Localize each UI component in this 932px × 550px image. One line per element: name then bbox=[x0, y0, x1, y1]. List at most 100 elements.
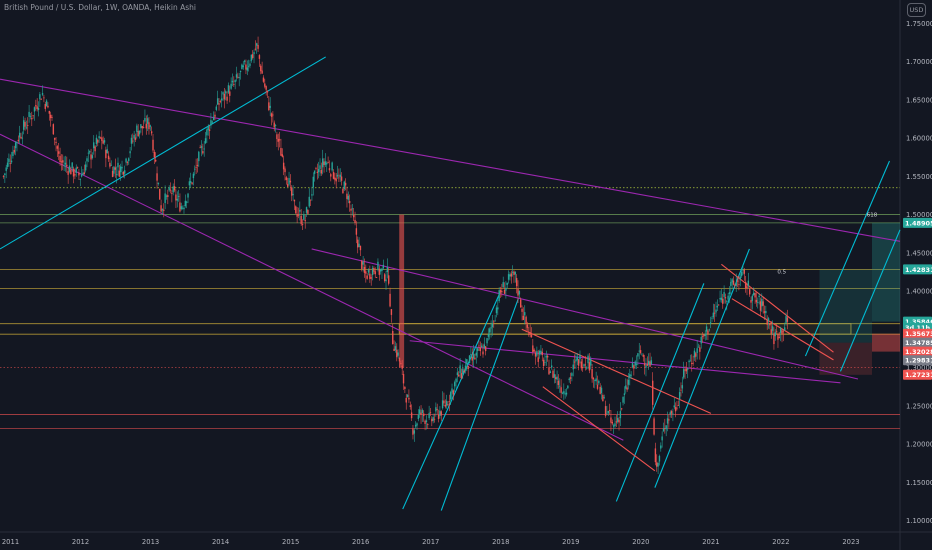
candle-body[interactable] bbox=[390, 309, 393, 315]
candle-body[interactable] bbox=[646, 363, 649, 366]
candle-body[interactable] bbox=[511, 271, 514, 273]
candle-body[interactable] bbox=[656, 462, 658, 467]
candle-body[interactable] bbox=[420, 412, 422, 415]
trend-line[interactable] bbox=[402, 290, 502, 510]
candle-body[interactable] bbox=[607, 411, 609, 414]
candle-body[interactable] bbox=[91, 155, 94, 159]
candle-body[interactable] bbox=[594, 379, 596, 381]
candle-body[interactable] bbox=[771, 326, 774, 331]
candle-body[interactable] bbox=[273, 122, 275, 128]
candle-body[interactable] bbox=[785, 316, 787, 323]
candle-body[interactable] bbox=[397, 352, 399, 356]
candle-body[interactable] bbox=[17, 139, 20, 142]
candle-body[interactable] bbox=[45, 100, 48, 107]
candle-body[interactable] bbox=[645, 365, 647, 368]
candle-body[interactable] bbox=[107, 155, 110, 160]
candle-body[interactable] bbox=[664, 428, 666, 429]
candle-body[interactable] bbox=[180, 206, 182, 210]
candle-body[interactable] bbox=[297, 214, 300, 216]
candle-body[interactable] bbox=[680, 389, 682, 391]
candle-body[interactable] bbox=[767, 318, 770, 321]
candle-body[interactable] bbox=[192, 173, 195, 179]
candle-body[interactable] bbox=[568, 378, 570, 381]
candle-body[interactable] bbox=[385, 279, 387, 282]
candle-body[interactable] bbox=[588, 362, 591, 371]
candle-body[interactable] bbox=[584, 364, 587, 366]
candle-body[interactable] bbox=[218, 103, 220, 105]
candle-body[interactable] bbox=[689, 360, 692, 362]
candle-body[interactable] bbox=[761, 298, 763, 307]
candle-body[interactable] bbox=[418, 409, 421, 414]
candle-body[interactable] bbox=[556, 376, 558, 380]
candle-body[interactable] bbox=[775, 330, 778, 332]
candle-body[interactable] bbox=[347, 195, 350, 200]
candle-body[interactable] bbox=[208, 129, 211, 131]
trend-line[interactable] bbox=[731, 298, 834, 361]
candle-body[interactable] bbox=[168, 187, 170, 191]
candle-body[interactable] bbox=[747, 280, 750, 287]
candle-body[interactable] bbox=[693, 350, 696, 358]
candle-body[interactable] bbox=[272, 114, 274, 116]
candle-body[interactable] bbox=[653, 418, 655, 435]
candle-body[interactable] bbox=[16, 142, 18, 143]
candle-body[interactable] bbox=[124, 170, 126, 174]
candle-body[interactable] bbox=[509, 274, 511, 277]
candle-body[interactable] bbox=[701, 336, 704, 338]
candle-body[interactable] bbox=[637, 353, 639, 357]
candle-body[interactable] bbox=[464, 365, 467, 371]
candle-body[interactable] bbox=[305, 207, 308, 213]
candle-body[interactable] bbox=[753, 292, 755, 296]
candle-body[interactable] bbox=[782, 331, 785, 333]
candle-body[interactable] bbox=[393, 348, 395, 351]
candle-body[interactable] bbox=[650, 360, 653, 365]
candle-body[interactable] bbox=[730, 281, 732, 286]
candle-body[interactable] bbox=[43, 97, 45, 99]
candle-body[interactable] bbox=[449, 392, 452, 400]
candle-body[interactable] bbox=[350, 208, 352, 211]
candle-body[interactable] bbox=[4, 173, 6, 175]
price-tag[interactable] bbox=[903, 346, 932, 357]
candle-body[interactable] bbox=[160, 205, 162, 212]
trend-line[interactable] bbox=[804, 160, 890, 357]
plot-background[interactable] bbox=[0, 0, 900, 532]
candle-body[interactable] bbox=[720, 297, 723, 301]
candle-body[interactable] bbox=[110, 164, 112, 166]
candle-body[interactable] bbox=[137, 131, 139, 137]
candle-body[interactable] bbox=[5, 167, 7, 171]
candle-body[interactable] bbox=[431, 418, 433, 422]
candle-body[interactable] bbox=[704, 333, 706, 337]
candle-body[interactable] bbox=[435, 407, 437, 412]
candle-body[interactable] bbox=[649, 361, 651, 367]
candle-body[interactable] bbox=[412, 428, 414, 435]
currency-badge[interactable]: USD bbox=[907, 3, 926, 17]
candle-body[interactable] bbox=[118, 170, 121, 177]
candle-body[interactable] bbox=[678, 392, 681, 400]
candle-body[interactable] bbox=[53, 137, 56, 140]
candle-body[interactable] bbox=[291, 187, 293, 196]
candle-body[interactable] bbox=[25, 127, 28, 129]
candle-body[interactable] bbox=[424, 420, 426, 424]
candle-body[interactable] bbox=[423, 413, 425, 417]
candle-body[interactable] bbox=[78, 172, 80, 176]
candle-body[interactable] bbox=[660, 445, 662, 449]
candle-body[interactable] bbox=[20, 136, 22, 139]
candle-body[interactable] bbox=[56, 146, 59, 149]
candle-body[interactable] bbox=[736, 280, 739, 282]
candle-body[interactable] bbox=[268, 102, 270, 111]
candle-body[interactable] bbox=[502, 282, 504, 288]
candle-body[interactable] bbox=[241, 64, 243, 70]
candle-body[interactable] bbox=[564, 393, 566, 395]
candle-body[interactable] bbox=[58, 151, 60, 154]
candle-body[interactable] bbox=[117, 162, 119, 168]
candle-body[interactable] bbox=[763, 311, 766, 313]
candle-body[interactable] bbox=[471, 357, 473, 361]
candle-body[interactable] bbox=[243, 60, 246, 62]
candle-body[interactable] bbox=[697, 346, 700, 348]
candle-body[interactable] bbox=[233, 84, 235, 85]
candle-body[interactable] bbox=[549, 371, 552, 374]
price-tag[interactable] bbox=[903, 328, 932, 339]
candle-body[interactable] bbox=[553, 374, 556, 378]
candle-body[interactable] bbox=[534, 352, 537, 357]
candle-body[interactable] bbox=[86, 158, 88, 162]
